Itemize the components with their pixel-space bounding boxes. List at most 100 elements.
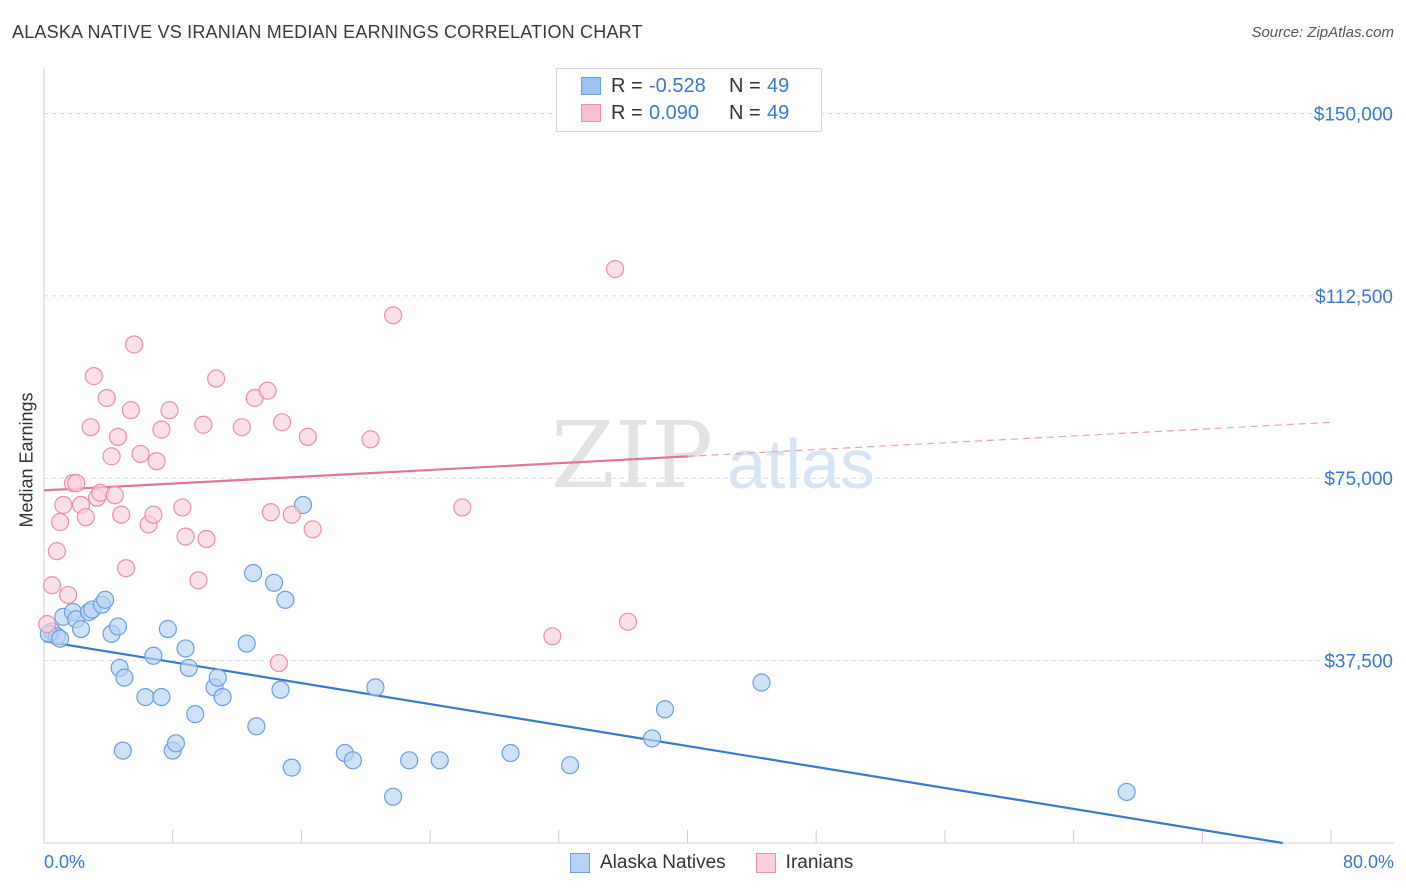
trend-line — [43, 640, 1283, 845]
alaska-natives-point — [343, 751, 362, 770]
iranians-point — [147, 452, 166, 471]
iranians-point — [97, 388, 116, 408]
iranians-point — [81, 418, 100, 437]
iranians-point — [453, 498, 472, 517]
iranians-point — [102, 447, 121, 466]
alaska-natives-point — [282, 758, 301, 777]
iranians-point — [606, 260, 625, 279]
iranians-point — [303, 520, 322, 539]
legend-swatch-iranians — [755, 853, 776, 873]
alaska-natives-point — [136, 687, 155, 707]
iranians-point — [176, 527, 195, 546]
alaska-natives-point — [366, 678, 385, 697]
legend-n-label: N = — [729, 101, 761, 124]
alaska-natives-point — [213, 687, 232, 707]
iranians-point — [108, 427, 128, 446]
chart-title: ALASKA NATIVE VS IRANIAN MEDIAN EARNINGS… — [12, 22, 643, 42]
legend-r-value: -0.528 — [649, 74, 706, 97]
iranians-point — [160, 401, 179, 420]
iranians-point — [47, 542, 66, 561]
iranians-point — [121, 401, 140, 420]
iranians-point — [618, 612, 638, 631]
alaska-natives-point — [115, 668, 134, 687]
alaska-natives-point — [752, 673, 771, 692]
alaska-natives-point — [179, 658, 198, 678]
alaska-natives-point — [244, 563, 263, 583]
iranians-point — [38, 615, 57, 634]
iranians-point — [67, 474, 86, 493]
iranians-point — [282, 505, 301, 524]
iranians-point — [298, 427, 317, 446]
alaska-natives-point — [271, 680, 290, 699]
legend-r-label: R = — [611, 101, 643, 124]
x-axis-max-label: 80.0% — [1342, 852, 1394, 872]
legend-item-alaska-natives[interactable]: Alaska Natives — [570, 852, 726, 874]
chart-source: Source: ZipAtlas.com — [1251, 24, 1394, 41]
legend-n-value: 49 — [767, 74, 790, 97]
alaska-natives-point — [71, 619, 91, 639]
iranians-point — [261, 503, 280, 522]
legend-swatch-alaska-natives — [570, 853, 590, 873]
alaska-natives-point — [50, 629, 70, 648]
iranians-point — [144, 505, 163, 524]
alaska-natives-point — [400, 751, 419, 770]
alaska-natives-point — [144, 646, 163, 665]
alaska-natives-point — [176, 639, 195, 658]
alaska-natives-point — [247, 717, 266, 736]
legend-n-label: N = — [729, 74, 761, 97]
alaska-natives-point — [655, 700, 675, 719]
iranians-point — [173, 498, 192, 517]
y-tick-label: $75,000 — [1324, 469, 1393, 490]
iranians-point — [232, 418, 251, 437]
iranians-point — [272, 413, 292, 432]
axes — [43, 68, 1394, 844]
alaska-natives-point — [501, 743, 520, 763]
iranians-point — [124, 335, 144, 354]
iranians-point — [42, 576, 62, 595]
series-legend: Alaska Natives Iranians — [570, 852, 883, 874]
iranians-point — [84, 367, 103, 386]
legend-item-iranians[interactable]: Iranians — [755, 852, 854, 874]
data-points — [38, 260, 1136, 806]
alaska-natives-point — [643, 729, 662, 748]
iranians-point — [194, 415, 213, 434]
alaska-natives-point — [560, 756, 580, 775]
iranians-point — [361, 430, 380, 449]
iranians-point — [116, 559, 136, 578]
alaska-natives-point — [276, 590, 295, 609]
alaska-natives-point — [152, 687, 171, 707]
iranians-point — [383, 306, 403, 325]
iranians-point — [207, 369, 226, 388]
iranians-point — [131, 444, 150, 464]
iranians-point — [543, 627, 562, 646]
alaska-natives-point — [113, 741, 132, 760]
y-tick-label: $112,500 — [1315, 287, 1393, 308]
watermark-atlas: atlas — [727, 425, 875, 503]
trend-lines — [43, 421, 1332, 845]
iranians-point — [59, 585, 78, 605]
alaska-natives-point — [237, 634, 256, 653]
trend-line — [43, 455, 688, 492]
alaska-natives-point — [383, 787, 403, 806]
alaska-natives-point — [1117, 782, 1136, 802]
alaska-natives-point — [166, 734, 186, 753]
iranians-point — [112, 505, 131, 524]
watermark-zip: ZIP — [551, 402, 713, 509]
y-axis-label: Median Earnings — [16, 392, 37, 528]
legend-r-value: 0.090 — [649, 101, 700, 124]
alaska-natives-point — [264, 573, 284, 592]
legend-label-alaska-natives: Alaska Natives — [600, 852, 726, 873]
correlation-legend: R = -0.528 N = 49 R = 0.090 N = 49 — [556, 68, 822, 132]
iranians-point — [189, 571, 208, 590]
legend-label-iranians: Iranians — [785, 852, 854, 873]
x-axis-min-label: 0.0% — [44, 852, 86, 872]
legend-row-alaska-natives: R = -0.528 N = 49 — [581, 73, 789, 99]
legend-swatch-alaska-natives — [581, 77, 601, 95]
iranians-point — [152, 420, 171, 439]
iranians-point — [269, 653, 288, 673]
alaska-natives-point — [186, 705, 205, 724]
iranians-point — [197, 529, 216, 549]
alaska-natives-point — [208, 668, 227, 687]
alaska-natives-point — [430, 751, 449, 770]
